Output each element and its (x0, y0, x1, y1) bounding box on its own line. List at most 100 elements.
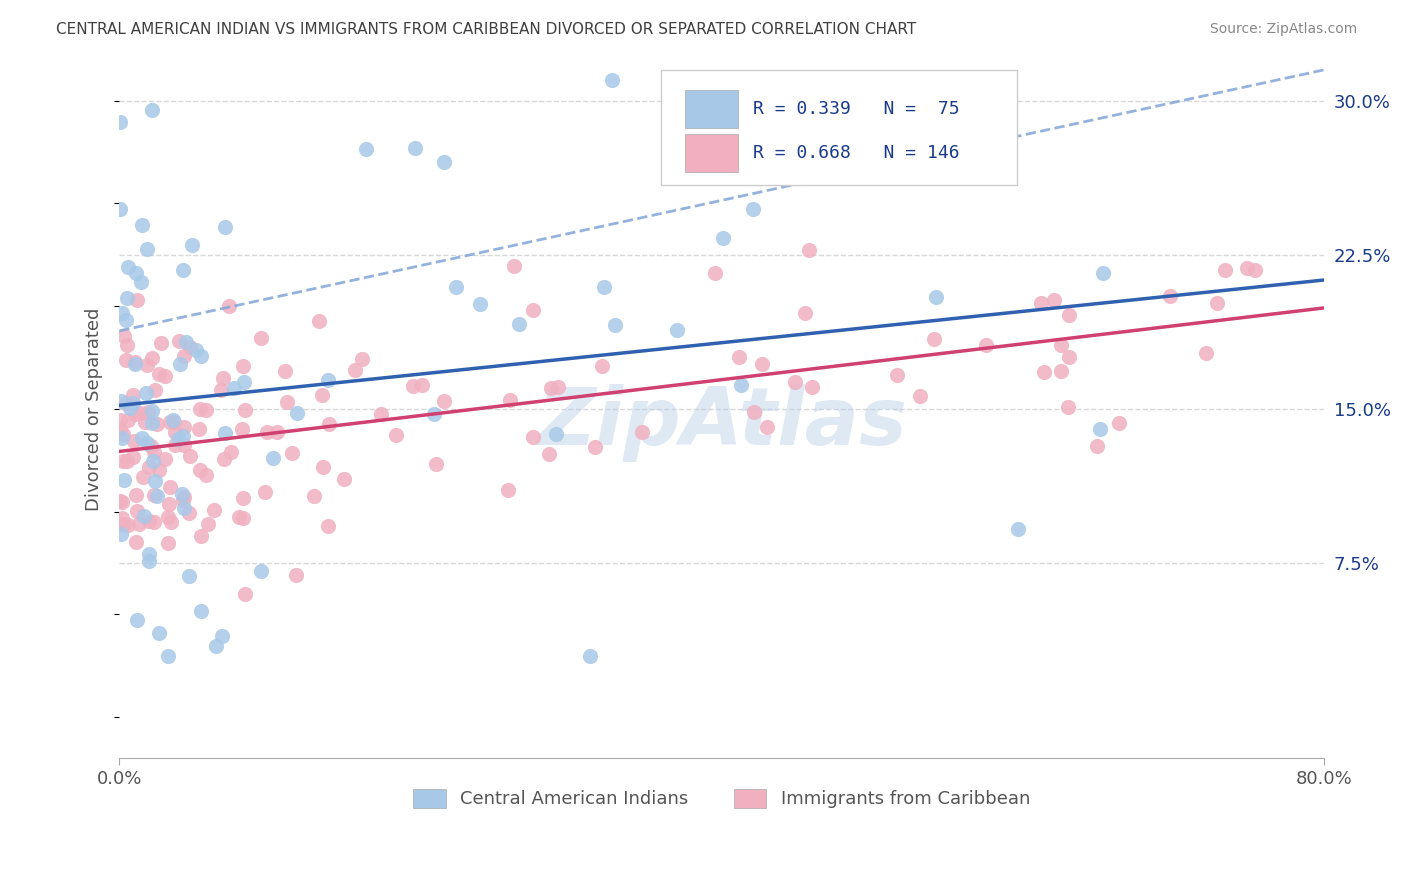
Point (797, 243, 820, 257)
Point (600, 73, 623, 87)
Point (134, 416, 156, 430)
Point (138, 547, 160, 561)
Point (1092, 266, 1115, 280)
Point (508, 317, 530, 331)
Point (145, 383, 167, 397)
Point (1085, 439, 1108, 453)
Point (163, 416, 186, 430)
Point (122, 388, 145, 402)
Point (156, 648, 179, 663)
Point (266, 425, 288, 440)
Point (195, 468, 218, 483)
Point (256, 425, 278, 440)
Point (232, 511, 254, 525)
Point (209, 383, 232, 397)
Point (537, 447, 560, 461)
Point (148, 626, 170, 640)
Point (496, 483, 519, 497)
Point (134, 508, 156, 523)
Point (924, 332, 946, 346)
Point (112, 454, 135, 468)
Point (605, 318, 627, 332)
Point (188, 402, 211, 417)
Point (136, 435, 159, 450)
Point (112, 517, 135, 532)
Point (111, 511, 134, 525)
Point (547, 380, 569, 394)
Point (222, 381, 245, 395)
Point (148, 463, 170, 477)
Point (108, 115, 131, 129)
Point (111, 431, 134, 445)
Point (150, 336, 173, 351)
Point (115, 291, 138, 305)
Point (187, 422, 209, 436)
Point (141, 351, 163, 365)
Point (172, 486, 194, 500)
Point (583, 440, 606, 454)
Point (728, 350, 751, 364)
Point (402, 379, 425, 393)
Point (1057, 350, 1080, 364)
Point (704, 266, 727, 280)
Point (711, 231, 734, 245)
Point (249, 564, 271, 578)
Point (110, 394, 132, 409)
Point (124, 355, 146, 369)
Point (117, 518, 139, 533)
Point (173, 419, 195, 434)
Point (143, 488, 166, 502)
Point (433, 394, 456, 409)
Point (190, 604, 212, 618)
Point (138, 514, 160, 528)
Point (138, 459, 160, 474)
Point (122, 434, 145, 449)
Point (1088, 422, 1111, 436)
Point (181, 238, 204, 252)
Point (195, 402, 218, 417)
Point (172, 263, 194, 277)
Point (925, 289, 948, 303)
Point (1205, 295, 1227, 310)
Point (205, 639, 228, 653)
Point (129, 406, 152, 420)
Point (411, 378, 433, 392)
Point (122, 396, 145, 410)
Point (124, 407, 146, 421)
Point (157, 497, 180, 511)
Point (172, 429, 194, 443)
Point (190, 529, 212, 543)
Text: R = 0.668   N = 146: R = 0.668 N = 146 (752, 145, 959, 162)
Point (370, 407, 392, 421)
Point (1042, 293, 1064, 307)
Point (522, 303, 544, 318)
Point (546, 427, 568, 442)
Point (285, 568, 308, 582)
Text: ZipAtlas: ZipAtlas (537, 384, 907, 462)
Point (114, 313, 136, 327)
Point (579, 648, 602, 663)
Point (214, 426, 236, 441)
FancyBboxPatch shape (686, 90, 738, 128)
Point (179, 341, 201, 355)
Point (1057, 401, 1080, 415)
Point (108, 202, 131, 217)
Point (128, 517, 150, 532)
Point (591, 359, 613, 374)
Point (111, 306, 134, 320)
Point (173, 491, 195, 505)
Point (468, 297, 491, 311)
Point (167, 334, 190, 348)
Point (276, 395, 298, 409)
Point (404, 140, 426, 154)
Point (141, 439, 163, 453)
Point (783, 375, 806, 389)
Point (794, 306, 817, 320)
Point (425, 457, 447, 471)
Point (1244, 262, 1267, 277)
Text: R = 0.339   N =  75: R = 0.339 N = 75 (752, 100, 959, 119)
Point (179, 449, 201, 463)
Point (1049, 338, 1071, 352)
Point (1029, 296, 1052, 310)
Point (117, 260, 139, 274)
